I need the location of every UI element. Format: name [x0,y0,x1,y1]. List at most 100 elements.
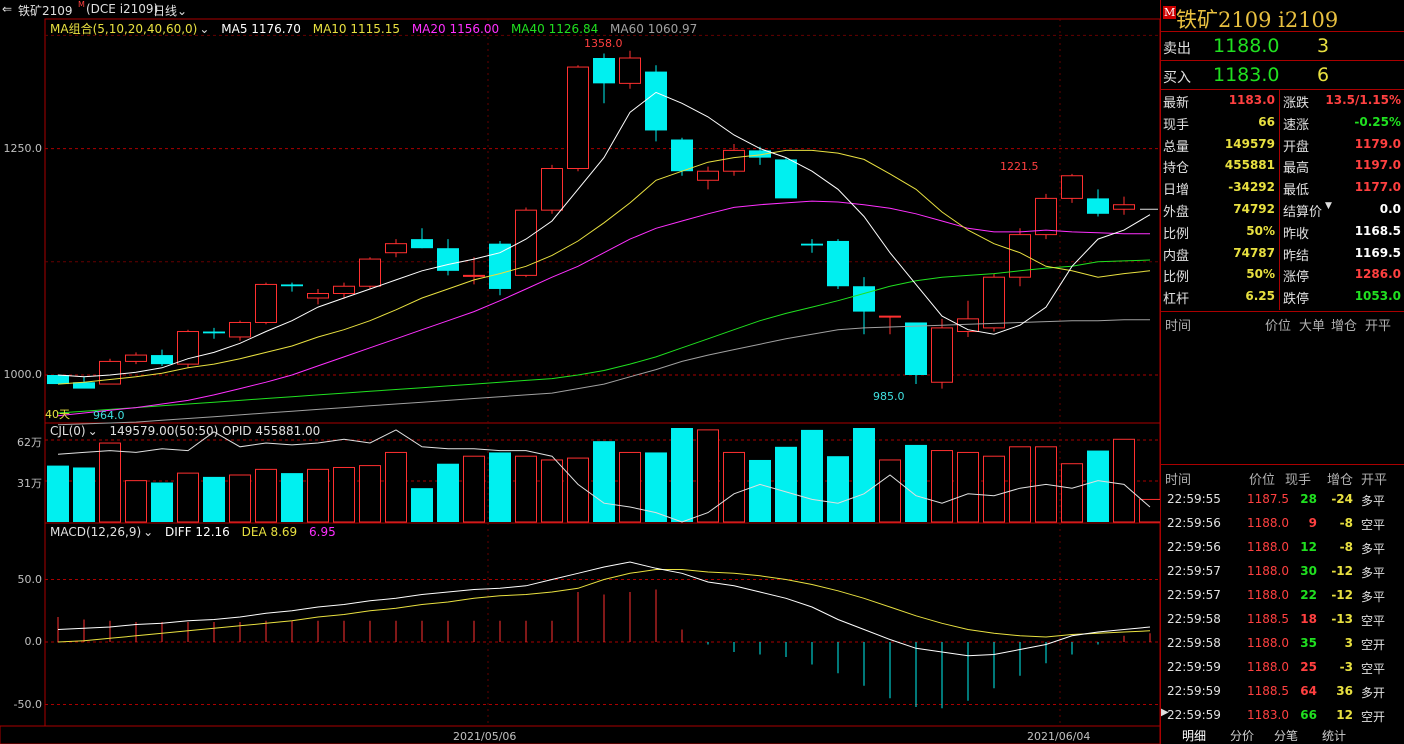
price-tick-1000: 1000.0 [3,368,43,381]
stat-label: 持仓 [1163,161,1190,177]
stat-value: 1169.5 [1354,245,1401,260]
period-selector[interactable]: 日线⌄ [153,4,188,18]
stat-label: 比例 [1163,226,1190,242]
tick-price: 1188.0 [1247,660,1289,674]
volume-bar-up [957,451,979,523]
stat-row: 内盘 74787 [1161,245,1279,266]
ma10-line [57,149,1151,385]
volume-bar-down [593,441,615,522]
tick-openclose: 空平 [1361,614,1386,628]
tick-volume: 28 [1300,492,1317,506]
chevron-down-icon[interactable]: ⌄ [143,525,154,539]
chevron-down-icon[interactable]: ⌄ [199,22,210,36]
volume-bar-down [203,476,225,522]
exchange-code: (DCE i2109) [86,2,159,16]
stat-row: 日增 -34292 [1161,179,1279,200]
high-annotation: 1358.0 [584,37,623,50]
volume-bar-up [697,429,719,523]
tick-volume: 35 [1300,636,1317,650]
stat-value: 0.0 [1379,202,1401,216]
volume-bar-up [307,468,329,523]
big-col-inc: 增仓 [1331,319,1358,334]
cjl-label[interactable]: CJL(0) [50,424,86,438]
panel-title: M 铁矿2109 i2109 [1161,2,1404,32]
chevron-down-icon[interactable]: ⌄ [87,424,98,438]
date-label-1: 2021/05/06 [453,730,517,743]
tick-increment: -8 [1339,540,1353,554]
tick-time: 22:59:57 [1167,588,1221,602]
main-contract-badge: M [1163,6,1177,19]
volume-bar-up [99,442,121,523]
macd-label[interactable]: MACD(12,26,9) [50,525,142,539]
tick-col-price: 价位 [1249,473,1276,488]
symbol-name: 铁矿2109 [18,4,73,18]
volume-bar-up [177,472,199,523]
volume-bar-up [1139,498,1160,523]
stat-label: 内盘 [1163,248,1190,264]
stat-row: 跌停 1053.0 [1281,288,1401,309]
bid-volume: 6 [1317,64,1330,86]
ma-legend: MA组合(5,10,20,40,60,0) ⌄ MA5 1176.70 MA10 … [50,20,705,37]
tick-row: 22:59:56 1188.0 12 -8 多平 [1161,536,1404,560]
tick-volume: 25 [1300,660,1317,674]
kline-chart[interactable] [0,0,1160,744]
stat-row: 杠杆 6.25 [1161,288,1279,309]
dropdown-arrow-icon[interactable]: ▼ [1325,201,1332,211]
tick-volume: 66 [1300,708,1317,722]
candle-body-up [1113,204,1135,210]
candle-body-up [931,327,953,383]
price-tick-1250: 1250.0 [3,142,43,155]
stat-row: 昨结 1169.5 [1281,245,1401,266]
tick-row: 22:59:55 1187.5 28 -24 多平 [1161,488,1404,512]
volume-bar-up [983,455,1005,523]
tab-price[interactable]: 分价 [1230,729,1255,743]
tick-openclose: 空开 [1361,638,1386,652]
ma20-value: MA20 1156.00 [411,22,500,36]
scroll-arrow-icon[interactable]: ▶ [1161,707,1169,718]
candle-body-up [541,167,563,211]
tab-stats[interactable]: 统计 [1322,729,1347,743]
tick-openclose: 多开 [1361,686,1386,700]
tick-increment: 36 [1336,684,1353,698]
stat-label: 比例 [1163,270,1190,286]
tick-volume: 12 [1300,540,1317,554]
stat-value: 1286.0 [1354,267,1401,282]
days-label: 40天 [45,408,70,421]
tick-price: 1188.0 [1247,588,1289,602]
volume-bar-down [905,444,927,522]
candle-body-up [99,360,121,385]
stat-value: 455881 [1224,158,1275,173]
volume-bar-down [645,452,667,522]
volume-bar-up [385,451,407,523]
tab-trades[interactable]: 分笔 [1274,729,1299,743]
ma-group-label[interactable]: MA组合(5,10,20,40,60,0) [50,22,198,36]
candle-body-down [281,284,303,287]
volume-bar-up [359,465,381,523]
tick-time: 22:59:57 [1167,564,1221,578]
candle-body-up [1035,197,1057,236]
candle-body-down [853,286,875,312]
chart-title-bar: ⇐ 铁矿2109 M (DCE i2109) 日线⌄ [0,0,1160,18]
stat-value: 74792 [1233,202,1275,216]
candle-body-down [203,331,225,334]
tick-price: 1183.0 [1247,708,1289,722]
volume-bar-up [567,457,589,523]
tick-price: 1188.0 [1247,564,1289,578]
ask-label: 卖出 [1163,41,1191,57]
volume-bar-down [749,459,771,522]
stat-label: 跌停 [1283,292,1310,308]
volume-bar-up [333,466,355,523]
tick-col-inc: 增仓 [1327,473,1354,488]
tick-col-vol: 现手 [1285,473,1312,488]
ask-volume: 3 [1317,35,1330,57]
tab-detail[interactable]: 明细 [1182,729,1207,743]
candle-body-up [307,292,329,299]
stat-row: 最低 1177.0 [1281,179,1401,200]
candle-body-down [47,375,69,385]
volume-bar-down [411,488,433,522]
candle-body-down [437,248,459,271]
candle-body-down [775,159,797,199]
menu-icon[interactable]: ⇐ [2,2,13,16]
ma5-line [57,91,1151,378]
candle-body-up [255,283,277,323]
